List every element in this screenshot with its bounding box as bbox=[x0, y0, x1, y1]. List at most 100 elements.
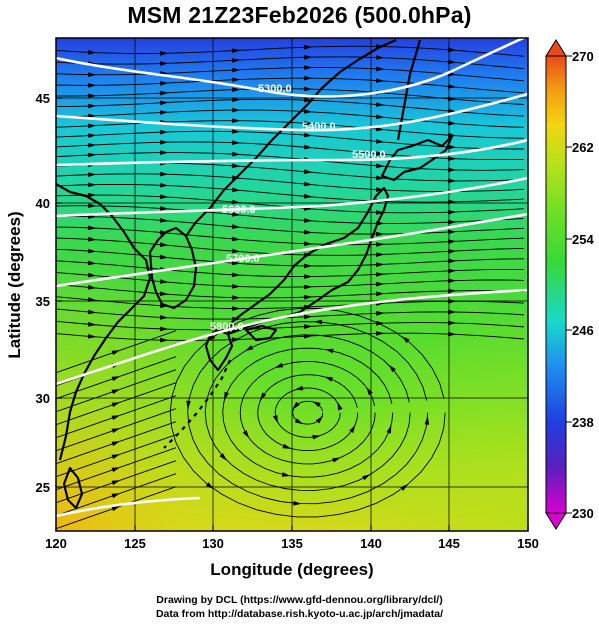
contour-line-5500 bbox=[56, 138, 528, 167]
wind-arrow bbox=[232, 163, 241, 169]
wind-arrow bbox=[160, 337, 169, 343]
x-axis-label: Longitude (degrees) bbox=[210, 560, 373, 579]
wind-arrow bbox=[160, 206, 169, 211]
coastline-sakhalin bbox=[396, 39, 422, 141]
wind-arrow bbox=[362, 474, 371, 481]
wind-arrow bbox=[304, 75, 313, 81]
wind-arrow bbox=[294, 385, 304, 391]
wind-arrow bbox=[160, 150, 169, 155]
wind-arrow bbox=[232, 306, 241, 311]
circulation-ring bbox=[204, 334, 411, 491]
wind-arrow bbox=[259, 392, 267, 401]
wind-arrow bbox=[376, 102, 385, 107]
credit-drawing: Drawing by DCL (https://www.gfd-dennou.o… bbox=[156, 594, 443, 606]
wind-arrow bbox=[232, 97, 241, 103]
wind-arrow bbox=[304, 193, 313, 199]
x-tick-label: 145 bbox=[438, 536, 460, 551]
colorbar-label: 262 bbox=[572, 140, 594, 155]
wind-arrow bbox=[232, 284, 241, 289]
wind-arrow bbox=[448, 96, 457, 101]
wind-arrow bbox=[304, 324, 313, 329]
wind-arrow bbox=[88, 309, 97, 315]
contour-label-5800: 5800.0 bbox=[210, 321, 244, 333]
contour-label-5400: 5400.0 bbox=[302, 121, 336, 133]
contour-line-5700 bbox=[56, 212, 528, 288]
wind-arrow bbox=[304, 109, 313, 114]
colorbar-top-arrow bbox=[545, 39, 567, 57]
wind-arrow bbox=[88, 103, 97, 109]
wind-arrow bbox=[376, 331, 385, 336]
coastlines bbox=[56, 38, 454, 510]
wind-arrow bbox=[159, 242, 169, 247]
streamline bbox=[56, 284, 525, 299]
wind-arrow bbox=[448, 178, 457, 184]
wind-arrow bbox=[232, 236, 241, 242]
wind-arrow bbox=[312, 401, 321, 408]
wind-arrow bbox=[313, 319, 323, 325]
wind-arrow bbox=[231, 212, 241, 217]
wind-arrow bbox=[111, 415, 121, 421]
wind-arrow bbox=[376, 163, 385, 169]
wind-arrow bbox=[219, 453, 227, 461]
wind-arrow bbox=[159, 254, 169, 260]
wind-arrow bbox=[88, 123, 97, 129]
x-tick-label: 130 bbox=[202, 536, 224, 551]
y-axis-label: Latitude (degrees) bbox=[5, 211, 24, 358]
wind-arrow bbox=[232, 67, 241, 73]
wind-arrow bbox=[304, 55, 313, 60]
x-tick-label: 125 bbox=[124, 536, 146, 551]
wind-arrow bbox=[111, 493, 121, 499]
wind-arrow bbox=[448, 167, 457, 173]
wind-arrow bbox=[160, 171, 169, 177]
wind-arrow bbox=[376, 151, 385, 156]
wind-arrow bbox=[304, 314, 313, 320]
y-tick-label: 45 bbox=[36, 91, 50, 106]
contour-line-5800 bbox=[56, 288, 528, 386]
wind-arrow bbox=[232, 248, 241, 254]
coastline-japan-hokkaido bbox=[380, 134, 454, 182]
wind-arrow bbox=[376, 210, 385, 215]
wind-arrow bbox=[111, 467, 121, 473]
wind-arrow bbox=[111, 506, 121, 512]
x-tick-label: 135 bbox=[281, 536, 303, 551]
circulation-ring bbox=[239, 361, 376, 465]
wind-arrow bbox=[232, 260, 241, 266]
circulation-ring bbox=[187, 321, 429, 505]
wind-arrow bbox=[324, 376, 333, 382]
wind-arrow bbox=[88, 321, 97, 327]
coastline-china-mainland bbox=[56, 183, 152, 461]
wind-arrow bbox=[111, 389, 121, 395]
contour-line-5800-south bbox=[56, 496, 201, 518]
coastline-northeast-asia bbox=[185, 38, 397, 237]
wind-arrow bbox=[448, 144, 457, 150]
wind-arrow bbox=[312, 435, 321, 440]
wind-arrow bbox=[232, 118, 241, 123]
colorbar: 270 262 254 246 238 230 bbox=[545, 39, 594, 530]
x-tick-labels: 120 125 130 135 140 145 150 bbox=[45, 536, 539, 551]
wind-arrow bbox=[111, 428, 121, 434]
wind-arrow bbox=[376, 242, 385, 247]
colorbar-label: 254 bbox=[572, 232, 594, 247]
colorbar-label: 238 bbox=[572, 415, 594, 430]
colorbar-bottom-arrow bbox=[545, 512, 567, 530]
streamline bbox=[56, 332, 525, 341]
wind-arrow bbox=[376, 321, 385, 326]
wind-arrow bbox=[272, 414, 278, 424]
wind-arrow bbox=[376, 55, 385, 60]
map-title: MSM 21Z23Feb2026 (500.0hPa) bbox=[127, 2, 472, 28]
wind-arrow bbox=[160, 326, 169, 332]
wind-arrow bbox=[88, 248, 97, 254]
wind-arrow bbox=[448, 120, 457, 126]
wind-arrow bbox=[386, 424, 392, 434]
y-tick-label: 35 bbox=[36, 294, 50, 309]
coastline-japan-shikoku bbox=[244, 324, 278, 342]
wind-arrow bbox=[88, 72, 97, 77]
y-tick-labels: 25 30 35 40 45 bbox=[36, 91, 50, 495]
streamline bbox=[56, 272, 525, 288]
wind-arrow bbox=[294, 418, 304, 425]
wind-arrow bbox=[304, 294, 313, 300]
wind-arrow bbox=[376, 139, 385, 144]
wind-arrow bbox=[160, 218, 169, 223]
wind-arrow bbox=[448, 219, 457, 225]
wind-arrow bbox=[304, 144, 313, 150]
